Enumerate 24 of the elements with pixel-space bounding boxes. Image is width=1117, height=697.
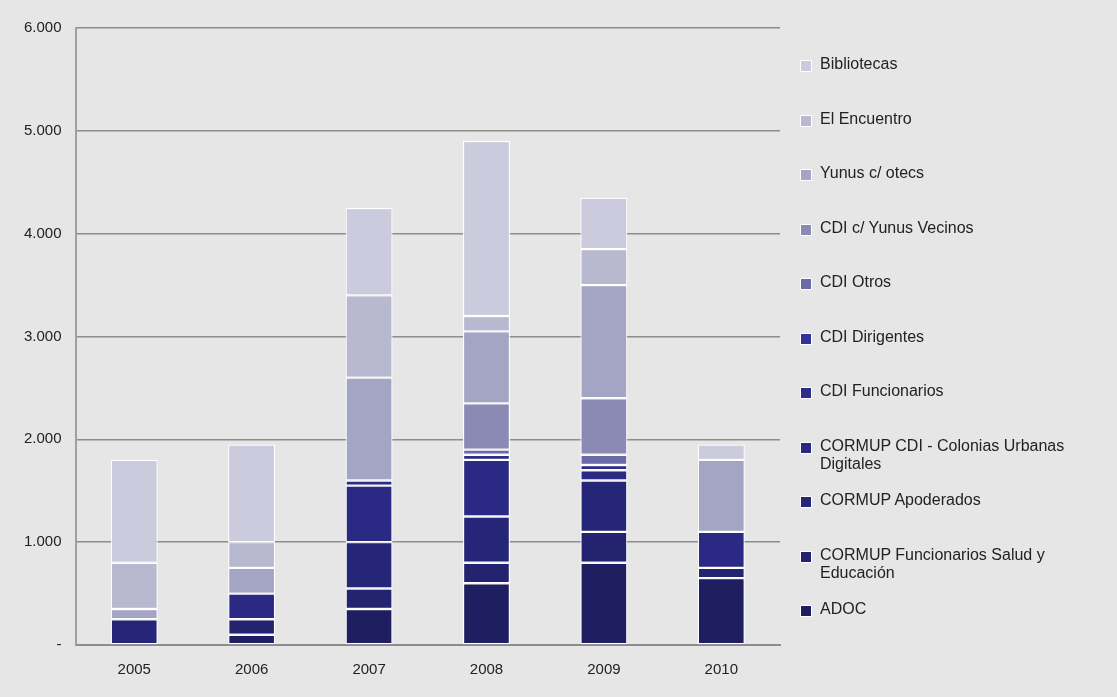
x-tick-label: 2010 xyxy=(704,660,738,678)
x-tick-label: 2006 xyxy=(234,660,269,678)
legend-label: Bibliotecas xyxy=(820,55,898,73)
x-tick-label: 2007 xyxy=(352,660,386,678)
y-tick-label: 3.000 xyxy=(23,326,62,344)
y-tick-label: 6.000 xyxy=(23,18,62,36)
y-tick-label: 4.000 xyxy=(23,223,62,241)
y-tick-label: - xyxy=(56,635,62,653)
legend-label: CDI c/ Yunus Vecinos xyxy=(820,218,974,237)
x-tick-label: 2008 xyxy=(469,660,504,678)
legend-label: CORMUP CDI - Colonias Urbanas Digitales xyxy=(820,436,1066,473)
x-tick-label: 2009 xyxy=(587,660,621,678)
x-tick-label: 2005 xyxy=(117,660,151,678)
y-tick-label: 5.000 xyxy=(23,120,62,138)
y-tick-label: 2.000 xyxy=(23,429,62,447)
legend-label: CDI Funcionarios xyxy=(820,382,944,400)
legend-label: Yunus c/ otecs xyxy=(820,164,925,182)
legend-label: CORMUP Apoderados xyxy=(820,491,981,509)
y-tick-label: 1.000 xyxy=(23,532,62,550)
legend-label: CDI Otros xyxy=(820,273,892,291)
legend-label: CDI Dirigentes xyxy=(820,327,925,346)
legend-label: ADOC xyxy=(820,600,867,618)
legend-label: CORMUP Funcionarios Salud y Educación xyxy=(820,545,1046,582)
legend-label: El Encuentro xyxy=(820,109,912,128)
